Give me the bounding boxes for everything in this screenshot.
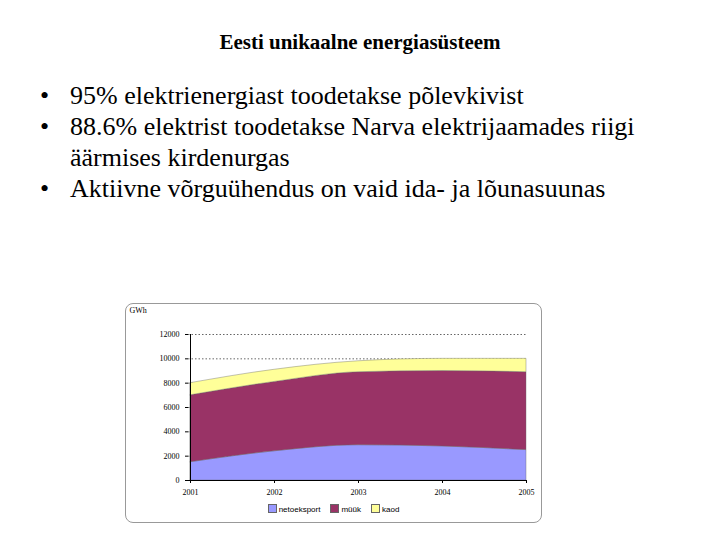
svg-text:0: 0 [176, 476, 180, 485]
svg-text:6000: 6000 [164, 403, 180, 412]
svg-text:8000: 8000 [164, 379, 180, 388]
html-text:88.6% elektrist toodetakse Nar: 88.6% elektrist toodetakse Narva elektri… [70, 112, 635, 172]
svg-text:2005: 2005 [519, 488, 535, 497]
svg-text:4000: 4000 [164, 427, 180, 436]
svg-text:2001: 2001 [183, 488, 199, 497]
svg-text:2000: 2000 [164, 452, 180, 461]
svg-text:2004: 2004 [435, 488, 451, 497]
html-text:müük: müük [341, 505, 361, 514]
svg-text:GWh: GWh [130, 306, 147, 315]
svg-text:2003: 2003 [351, 488, 367, 497]
svg-text:2002: 2002 [267, 488, 283, 497]
html-text:95% elektrienergiast toodetaks: 95% elektrienergiast toodetakse põlevkiv… [70, 81, 524, 110]
html-text:netoeksport: netoeksport [278, 505, 321, 514]
html-text:kaod: kaod [382, 505, 400, 514]
svg-text:10000: 10000 [160, 354, 180, 363]
html-text:Aktiivne võrguühendus on vaid: Aktiivne võrguühendus on vaid ida- ja lõ… [70, 174, 606, 203]
html-text:Eesti unikaalne energiasüsteem: Eesti unikaalne energiasüsteem [219, 30, 501, 54]
svg-text:12000: 12000 [160, 330, 180, 339]
